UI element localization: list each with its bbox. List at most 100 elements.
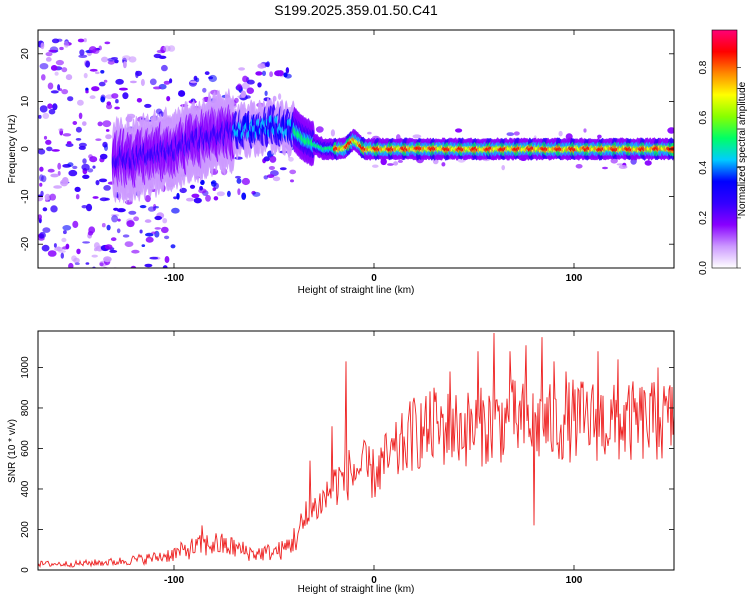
spectrogram-cell	[85, 60, 90, 68]
snr-frame	[37, 330, 675, 571]
spectrogram-cell	[152, 86, 162, 90]
spectrogram-cell	[145, 236, 154, 243]
spectrogram-cell	[89, 68, 98, 72]
snr-ylabel: SNR (10 * v/v)	[7, 419, 18, 483]
spectrogram-cell	[208, 74, 217, 83]
spectrogram-cell	[111, 93, 119, 99]
spectrogram-cell	[115, 99, 119, 104]
spectrogram-cell	[118, 87, 128, 91]
spectrogram-cell	[242, 75, 249, 83]
spectrogram-cell	[149, 256, 159, 260]
spectrogram-cell	[558, 130, 563, 137]
spectrogram-cell	[111, 57, 118, 60]
spectrogram-cell	[506, 132, 515, 137]
spectrogram-cell	[144, 195, 151, 203]
spectrogram-cell	[98, 178, 108, 183]
spectrogram-cell	[264, 62, 270, 67]
spectrogram-cell	[48, 108, 56, 115]
spectrogram-cell	[124, 241, 134, 248]
colorbar-tick-label: 0.0	[698, 261, 709, 275]
spectrogram-cell	[290, 179, 294, 183]
spectrogram-cell	[122, 55, 131, 61]
spectrogram-cell	[104, 41, 111, 45]
spectrogram-cell	[99, 153, 108, 160]
spectrogram-cell	[106, 224, 111, 231]
spectrogram-cell	[151, 231, 157, 234]
spectrogram-cell	[87, 269, 96, 272]
spectrogram-cell	[104, 144, 108, 152]
snr-xlabel: Height of straight line (km)	[298, 584, 415, 595]
spectrogram-ytick-label: -10	[20, 189, 31, 204]
spectrogram-cell	[583, 128, 587, 133]
spectrogram-cell	[149, 78, 157, 86]
spectrogram-cell	[178, 90, 186, 97]
spectrogram-cell	[179, 187, 187, 194]
spectrogram-cell	[565, 133, 573, 141]
spectrogram-cell	[202, 87, 207, 93]
snr-ytick-label: 400	[20, 480, 31, 497]
spectrogram-cell	[68, 169, 78, 177]
spectrogram-cell	[75, 126, 82, 133]
spectrogram-cell	[241, 82, 250, 90]
spectrogram-cell	[236, 178, 242, 184]
colorbar-tick-label: 0.8	[698, 60, 709, 74]
spectrogram-cell	[234, 156, 243, 160]
spectrogram-cell	[77, 99, 84, 106]
spectrogram-cell	[105, 129, 110, 132]
spectrogram-cell	[241, 177, 250, 186]
spectrogram-cell	[397, 159, 403, 163]
spectrogram-cell	[85, 203, 93, 212]
spectrogram-cell	[99, 262, 104, 267]
spectrogram-cell	[266, 174, 275, 179]
spectrogram-cell	[57, 84, 61, 91]
spectrogram-cell	[56, 38, 63, 42]
spectrogram-cell	[186, 197, 194, 202]
spectrogram-cell	[268, 166, 275, 170]
spectrogram-cell	[62, 225, 72, 231]
spectrogram-cell	[101, 56, 109, 63]
spectrogram-cell	[52, 103, 58, 111]
spectrogram-cell	[237, 188, 241, 196]
snr-xtick-label: -100	[164, 575, 184, 586]
spectrogram-cell	[77, 38, 85, 43]
spectrogram-cell	[57, 162, 62, 170]
spectrogram-cell	[91, 86, 100, 92]
spectrogram-cell	[106, 103, 113, 110]
spectrogram-cell	[176, 192, 180, 200]
colorbar-tick-label: 0.2	[698, 211, 709, 225]
spectrogram-cell	[41, 175, 47, 183]
spectrogram-cell	[39, 105, 48, 113]
spectrogram-cell	[234, 97, 239, 103]
spectrogram-cell	[60, 268, 65, 272]
spectrogram-cell	[116, 208, 126, 213]
spectrogram-cell	[163, 80, 171, 85]
spectrogram-cell	[162, 265, 168, 268]
spectrogram-cell	[66, 141, 72, 145]
spectrogram-cell	[103, 256, 112, 263]
snr-plot-area	[38, 331, 674, 570]
spectrogram-cell	[263, 175, 269, 180]
snr-ytick-label: 1000	[20, 356, 31, 379]
colorbar-tick-label: 0.6	[698, 110, 709, 124]
spectrogram-cell	[73, 257, 80, 264]
snr-ytick-label: 800	[20, 399, 31, 416]
spectrogram-cell	[123, 61, 127, 69]
snr-ytick-label: 0	[20, 567, 31, 573]
spectrogram-cell	[79, 49, 85, 56]
snr-xtick-label: 0	[371, 575, 377, 586]
spectrogram-xlabel: Height of straight line (km)	[298, 285, 415, 296]
spectrogram-cell	[45, 57, 52, 62]
spectrogram-cell	[50, 173, 59, 178]
spectrogram-cell	[98, 81, 106, 87]
spectrogram-cell	[99, 197, 109, 202]
spectrogram-cell	[82, 241, 90, 244]
spectrogram-cell	[156, 49, 166, 54]
spectrogram-cell	[126, 113, 136, 119]
spectrogram-cell	[283, 72, 288, 78]
spectrogram-cell	[227, 190, 231, 197]
spectrogram-cell	[60, 252, 64, 259]
spectrogram-cell	[145, 232, 154, 237]
spectrogram-cell	[38, 195, 44, 202]
spectrogram-ylabel: Frequency (Hz)	[7, 115, 18, 184]
